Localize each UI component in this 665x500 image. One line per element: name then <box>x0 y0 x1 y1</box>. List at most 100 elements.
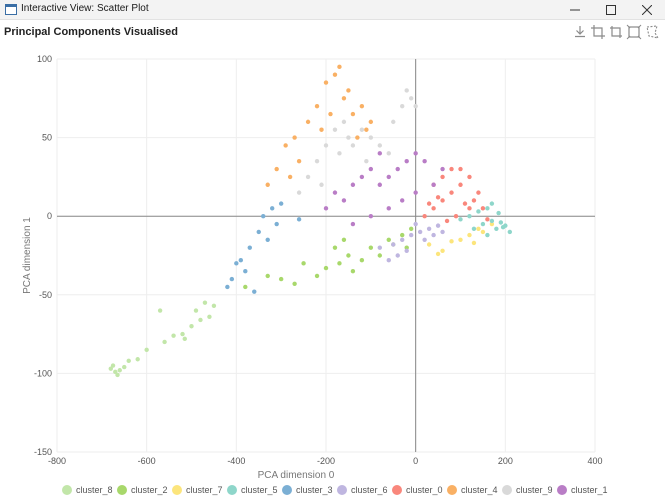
data-point-cluster-3[interactable] <box>225 284 230 290</box>
data-point-cluster-8[interactable] <box>193 308 199 313</box>
data-point-cluster-0[interactable] <box>431 206 436 211</box>
data-point-cluster-0[interactable] <box>453 214 459 219</box>
minimize-button[interactable] <box>557 0 593 19</box>
data-point-cluster-3[interactable] <box>238 258 244 263</box>
data-point-cluster-4[interactable] <box>332 72 338 77</box>
data-point-cluster-6[interactable] <box>404 248 409 253</box>
data-point-cluster-4[interactable] <box>319 127 324 132</box>
data-point-cluster-3[interactable] <box>278 201 284 206</box>
data-point-cluster-6[interactable] <box>417 229 423 235</box>
data-point-cluster-8[interactable] <box>113 369 118 375</box>
data-point-cluster-4[interactable] <box>265 182 270 187</box>
data-point-cluster-5[interactable] <box>489 218 495 224</box>
data-point-cluster-2[interactable] <box>408 226 414 231</box>
data-point-cluster-6[interactable] <box>422 237 427 242</box>
data-point-cluster-0[interactable] <box>449 190 454 195</box>
data-point-cluster-1[interactable] <box>377 151 382 156</box>
data-point-cluster-1[interactable] <box>368 166 374 172</box>
data-point-cluster-1[interactable] <box>323 206 329 211</box>
data-point-cluster-3[interactable] <box>270 206 275 211</box>
data-point-cluster-8[interactable] <box>117 368 122 373</box>
data-point-cluster-7[interactable] <box>467 232 472 238</box>
data-point-cluster-0[interactable] <box>444 218 450 224</box>
data-point-cluster-9[interactable] <box>346 135 351 140</box>
data-point-cluster-1[interactable] <box>440 166 445 172</box>
data-point-cluster-5[interactable] <box>476 209 481 214</box>
data-point-cluster-0[interactable] <box>480 206 486 211</box>
data-point-cluster-9[interactable] <box>400 103 405 109</box>
data-point-cluster-8[interactable] <box>189 324 194 329</box>
data-point-cluster-4[interactable] <box>323 80 329 85</box>
data-point-cluster-3[interactable] <box>247 245 252 250</box>
data-point-cluster-3[interactable] <box>296 217 302 222</box>
data-point-cluster-8[interactable] <box>110 363 116 368</box>
data-point-cluster-9[interactable] <box>408 96 414 101</box>
data-point-cluster-3[interactable] <box>274 221 279 227</box>
data-point-cluster-1[interactable] <box>395 166 400 172</box>
data-point-cluster-3[interactable] <box>229 276 235 282</box>
data-point-cluster-9[interactable] <box>413 103 418 109</box>
data-point-cluster-8[interactable] <box>207 314 212 320</box>
data-point-cluster-0[interactable] <box>471 198 477 203</box>
data-point-cluster-2[interactable] <box>346 253 351 258</box>
data-point-cluster-9[interactable] <box>323 143 329 148</box>
data-point-cluster-8[interactable] <box>115 372 120 378</box>
data-point-cluster-8[interactable] <box>182 336 187 342</box>
lasso-select-button[interactable] <box>644 24 660 40</box>
zoom-select-button[interactable] <box>626 24 642 40</box>
data-point-cluster-4[interactable] <box>292 135 297 140</box>
data-point-cluster-8[interactable] <box>108 366 114 371</box>
data-point-cluster-2[interactable] <box>292 281 297 286</box>
data-point-cluster-4[interactable] <box>287 174 293 180</box>
data-point-cluster-6[interactable] <box>426 226 432 231</box>
data-point-cluster-2[interactable] <box>323 265 329 271</box>
data-point-cluster-0[interactable] <box>458 182 463 187</box>
data-point-cluster-1[interactable] <box>359 174 365 180</box>
data-point-cluster-5[interactable] <box>485 206 490 211</box>
download-button[interactable] <box>572 24 588 40</box>
data-point-cluster-2[interactable] <box>400 232 405 238</box>
data-point-cluster-8[interactable] <box>171 333 176 338</box>
data-point-cluster-0[interactable] <box>440 198 445 203</box>
data-point-cluster-9[interactable] <box>377 143 382 148</box>
data-point-cluster-8[interactable] <box>202 300 208 305</box>
data-point-cluster-1[interactable] <box>350 182 356 187</box>
data-point-cluster-2[interactable] <box>359 258 365 263</box>
data-point-cluster-8[interactable] <box>135 357 140 362</box>
data-point-cluster-2[interactable] <box>377 253 382 258</box>
data-point-cluster-8[interactable] <box>198 317 203 323</box>
data-point-cluster-7[interactable] <box>476 226 481 231</box>
data-point-cluster-7[interactable] <box>435 251 441 257</box>
data-point-cluster-0[interactable] <box>476 190 481 195</box>
data-point-cluster-8[interactable] <box>157 308 163 313</box>
data-point-cluster-4[interactable] <box>305 119 311 125</box>
data-point-cluster-4[interactable] <box>283 143 288 148</box>
data-point-cluster-4[interactable] <box>337 64 342 70</box>
data-point-cluster-1[interactable] <box>422 158 427 164</box>
data-point-cluster-7[interactable] <box>440 248 445 253</box>
data-point-cluster-0[interactable] <box>440 174 445 180</box>
data-point-cluster-6[interactable] <box>400 237 405 242</box>
data-point-cluster-1[interactable] <box>368 214 374 219</box>
data-point-cluster-5[interactable] <box>485 232 490 238</box>
data-point-cluster-7[interactable] <box>489 221 495 227</box>
data-point-cluster-2[interactable] <box>301 261 306 266</box>
data-point-cluster-4[interactable] <box>314 103 320 109</box>
data-point-cluster-9[interactable] <box>368 135 374 140</box>
data-point-cluster-2[interactable] <box>337 261 342 266</box>
data-point-cluster-6[interactable] <box>408 232 414 238</box>
data-point-cluster-9[interactable] <box>296 190 302 195</box>
data-point-cluster-9[interactable] <box>337 151 342 156</box>
data-point-cluster-1[interactable] <box>400 198 405 203</box>
data-point-cluster-7[interactable] <box>480 229 486 235</box>
data-point-cluster-6[interactable] <box>377 245 382 250</box>
data-point-cluster-5[interactable] <box>500 225 506 230</box>
data-point-cluster-8[interactable] <box>180 331 185 337</box>
data-point-cluster-6[interactable] <box>435 223 441 228</box>
maximize-button[interactable] <box>593 0 629 19</box>
data-point-cluster-2[interactable] <box>404 245 409 250</box>
data-point-cluster-2[interactable] <box>314 273 320 279</box>
data-point-cluster-3[interactable] <box>252 289 257 294</box>
data-point-cluster-4[interactable] <box>341 96 347 101</box>
data-point-cluster-1[interactable] <box>413 190 418 195</box>
